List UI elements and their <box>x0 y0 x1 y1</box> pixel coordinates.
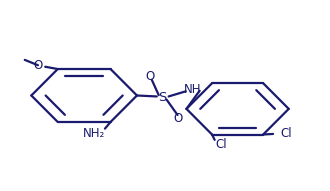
Text: O: O <box>33 59 43 72</box>
Text: O: O <box>174 112 183 125</box>
Text: S: S <box>158 91 167 104</box>
Text: NH: NH <box>183 83 201 96</box>
Text: Cl: Cl <box>215 138 227 151</box>
Text: O: O <box>146 70 155 83</box>
Text: Cl: Cl <box>280 127 292 140</box>
Text: NH₂: NH₂ <box>83 128 105 141</box>
